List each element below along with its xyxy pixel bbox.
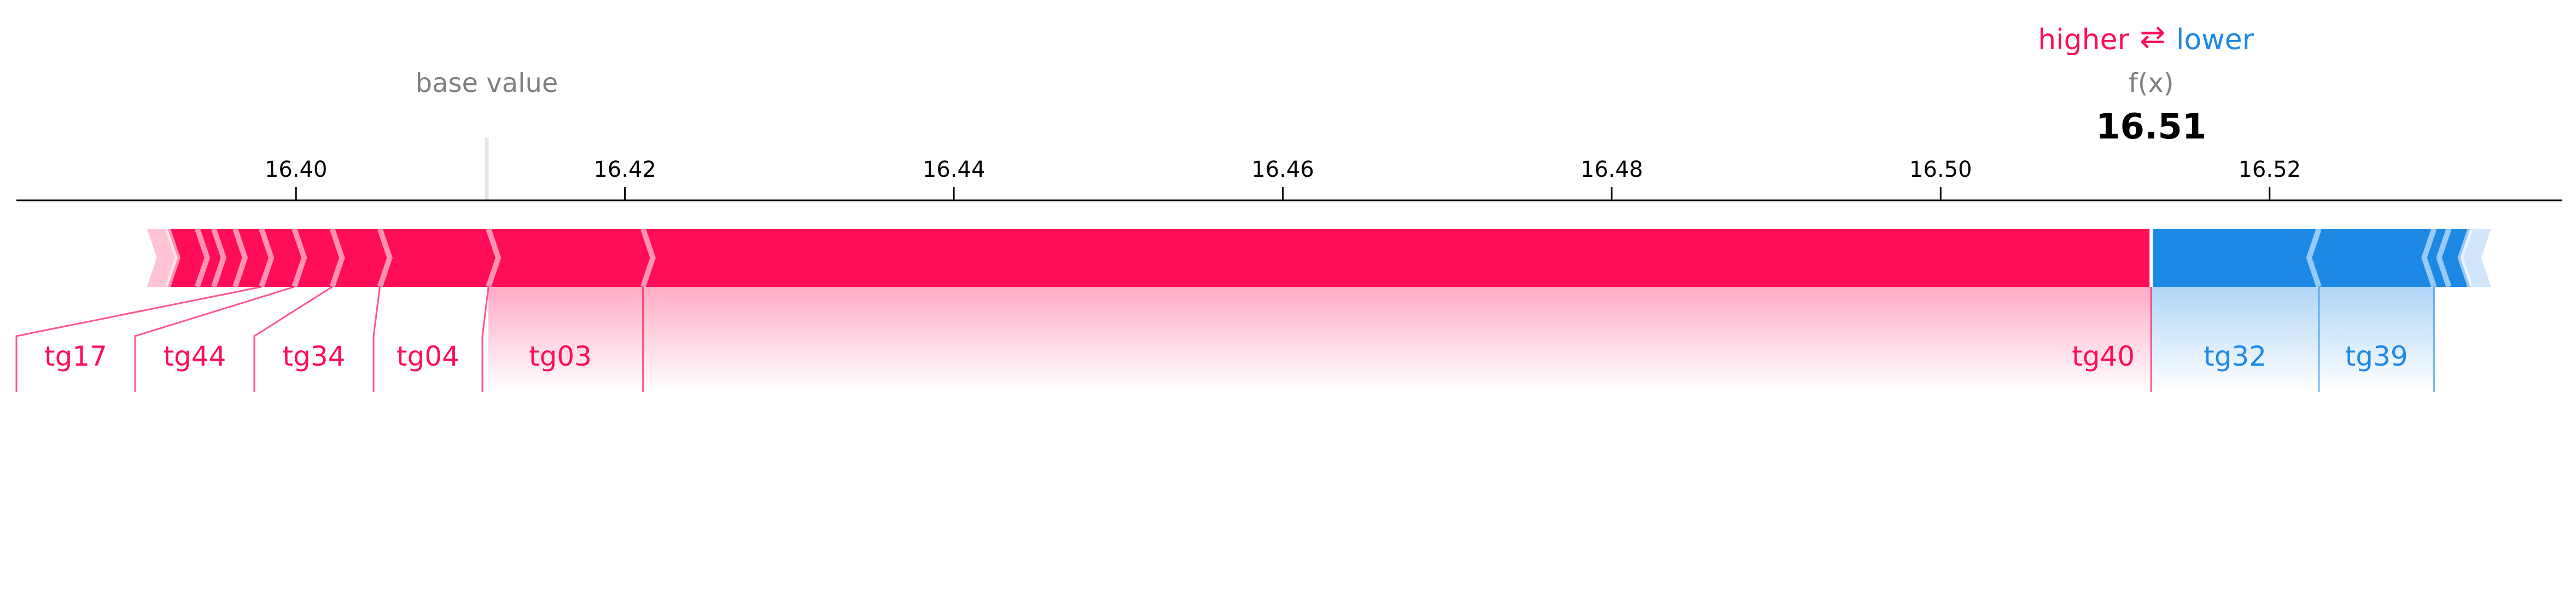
bar-separator: [232, 228, 248, 288]
legend-lower: lower: [2176, 24, 2254, 56]
force-bars: [147, 228, 2491, 288]
label-tg04: tg04: [397, 340, 459, 372]
bar-separator: [640, 228, 656, 288]
bar-separator: [2306, 228, 2322, 288]
legend-higher: higher: [2038, 24, 2129, 56]
label-tg17: tg17: [44, 340, 107, 372]
bar-separator: [211, 228, 227, 288]
bar-separator: [329, 228, 345, 288]
bar-tg34: [332, 229, 390, 287]
feature-labels: tg17 tg44 tg34 tg04 tg03 tg40 tg32 tg39: [44, 340, 2408, 372]
output-value: 16.51: [2096, 107, 2206, 147]
x-tick-label: 16.40: [265, 157, 328, 182]
x-axis-ticks: 16.40 16.42 16.44 16.46 16.48 16.50 16.52: [265, 157, 2301, 200]
bar-tg32: [2151, 229, 2319, 287]
connector-tg44: [134, 286, 295, 392]
legend-arrows: ⇄: [2140, 19, 2166, 55]
bar-separator: [292, 228, 307, 288]
negative-region: [2151, 287, 2434, 392]
positive-region: [488, 287, 2152, 392]
x-tick-label: 16.46: [1251, 157, 1314, 182]
base-value-label: base value: [416, 68, 558, 99]
x-tick-label: 16.42: [593, 157, 656, 182]
x-tick-label: 16.50: [1909, 157, 1972, 182]
bar-separator: [259, 228, 275, 288]
bar-separator: [2457, 228, 2473, 288]
connector-tg34: [253, 286, 333, 392]
bar-separator: [2436, 228, 2452, 288]
label-tg44: tg44: [164, 340, 226, 372]
label-tg40: tg40: [2072, 340, 2135, 372]
bar-separator: [2421, 228, 2437, 288]
output-label: f(x): [2129, 68, 2174, 99]
label-regions: [488, 287, 2434, 392]
bar-tg39: [2309, 229, 2434, 287]
label-connectors: [15, 286, 2435, 392]
label-tg39: tg39: [2345, 340, 2408, 372]
bar-separator: [377, 228, 393, 288]
connector-tg03: [481, 286, 489, 392]
connector-tg17: [15, 286, 262, 392]
bar-tg03: [488, 229, 653, 287]
bar-separator: [165, 228, 180, 288]
label-tg34: tg34: [283, 340, 346, 372]
bar-tg44: [294, 229, 342, 287]
connector-tg04: [372, 286, 381, 392]
bar-tg04: [380, 229, 499, 287]
x-tick-label: 16.52: [2238, 157, 2301, 182]
x-tick-label: 16.48: [1581, 157, 1643, 182]
bar-positive-minor: [167, 229, 207, 287]
x-tick-label: 16.44: [923, 157, 986, 182]
bar-positive-minor: [235, 229, 272, 287]
bar-separator: [486, 228, 502, 288]
label-tg32: tg32: [2204, 340, 2266, 372]
bar-tg40: [643, 229, 2152, 287]
bar-tg17: [261, 229, 305, 287]
bar-separator: [195, 228, 211, 288]
label-tg03: tg03: [529, 340, 592, 372]
